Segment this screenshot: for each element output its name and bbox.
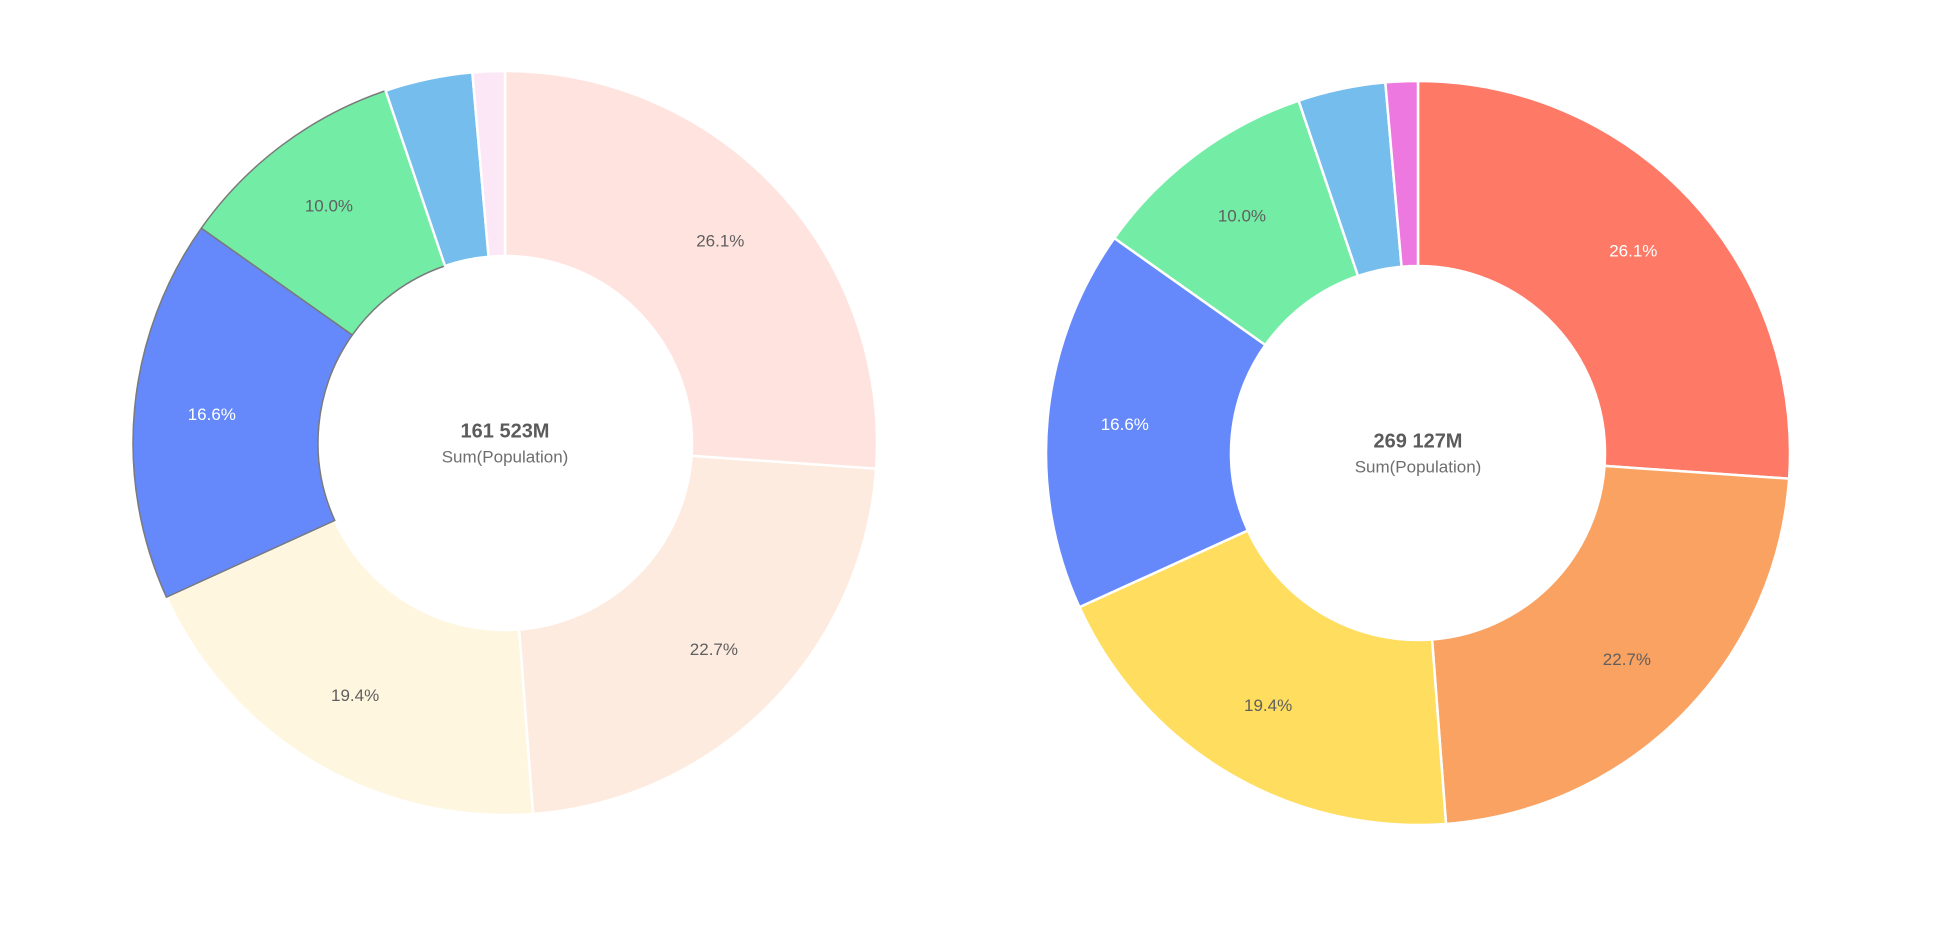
donut-1-slice-4-label: 16.6% [1101, 415, 1149, 434]
donut-0-slice-4[interactable] [132, 227, 354, 598]
donut-1-slice-2[interactable] [1430, 464, 1791, 826]
donut-1-slice-4[interactable] [1044, 236, 1267, 609]
donut-0-center-value: 161 523M [461, 420, 550, 442]
donut-1-slice-2-label: 22.7% [1603, 650, 1651, 669]
donut-1-slice-1[interactable] [1416, 79, 1792, 480]
donut-1-slice-3[interactable] [1078, 529, 1448, 827]
donut-1-slice-3-label: 19.4% [1244, 696, 1292, 715]
donut-0-slice-1[interactable] [503, 69, 879, 470]
donut-0-slice-2-label: 22.7% [690, 640, 738, 659]
donut-0-slice-3-label: 19.4% [331, 686, 379, 705]
donut-0-slice-2[interactable] [517, 454, 878, 816]
donut-0-slice-1-label: 26.1% [696, 232, 744, 251]
donut-0-slice-7[interactable] [471, 69, 507, 258]
donut-0-slice-3[interactable] [165, 519, 535, 817]
donut-0-slice-5-label: 10.0% [305, 196, 353, 215]
donut-1-center-value: 269 127M [1374, 430, 1463, 452]
donut-0-slice-4-label: 16.6% [188, 405, 236, 424]
donut-1-slice-1-label: 26.1% [1609, 242, 1657, 261]
donut-1-center-label: Sum(Population) [1355, 457, 1482, 476]
donut-0-center-label: Sum(Population) [442, 447, 569, 466]
donut-1-slice-5-label: 10.0% [1218, 206, 1266, 225]
donut-1-slice-7[interactable] [1384, 79, 1420, 268]
